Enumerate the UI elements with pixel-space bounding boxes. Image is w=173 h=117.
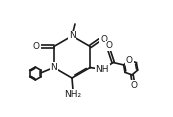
Text: N: N: [51, 63, 57, 72]
Text: O: O: [100, 35, 107, 44]
Text: O: O: [106, 42, 113, 51]
Text: NH: NH: [95, 65, 109, 74]
Text: NH₂: NH₂: [64, 90, 81, 99]
Text: O: O: [33, 42, 40, 51]
Text: O: O: [126, 56, 133, 65]
Text: N: N: [69, 31, 75, 40]
Text: O: O: [130, 81, 137, 90]
